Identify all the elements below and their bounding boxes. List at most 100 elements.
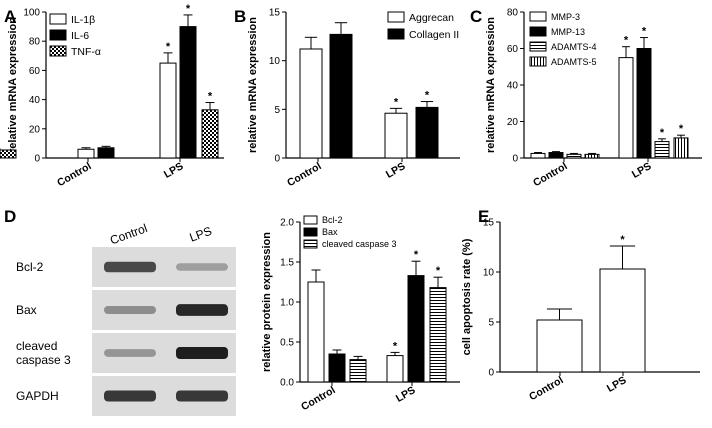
bar	[530, 152, 546, 159]
significance-label: *	[642, 26, 647, 38]
y-tick-label: 10	[269, 56, 281, 67]
legend-label: Bax	[322, 227, 338, 237]
bar	[328, 353, 346, 383]
significance-label: *	[186, 3, 191, 15]
legend-swatch	[303, 215, 318, 225]
legend-swatch	[303, 227, 318, 237]
y-axis-label: relative mRNA expression	[7, 17, 19, 153]
bar	[415, 106, 439, 159]
panel-label-b: B	[234, 7, 246, 26]
y-tick-label: 5	[488, 318, 494, 329]
blot-column-label: Control	[108, 221, 149, 247]
legend-swatch	[49, 13, 67, 25]
chart-b: 0 5 10 15 relative mRNA expression Control LPS…	[247, 8, 460, 189]
y-tick-label: 0	[488, 368, 494, 379]
y-tick-label: 0.0	[280, 378, 294, 389]
y-tick-label: 0	[274, 154, 280, 165]
legend-swatch	[387, 11, 405, 23]
legend-swatch	[49, 45, 67, 57]
blot-row-label: cleaved	[16, 339, 57, 353]
blot-column-label: LPS	[188, 224, 214, 245]
bar	[673, 137, 689, 159]
y-axis-label: relative protein expression	[261, 232, 273, 372]
blot-band	[176, 390, 228, 402]
significance-label: *	[624, 35, 629, 47]
bar	[307, 281, 325, 383]
legend-label: ADAMTS-4	[551, 42, 597, 52]
bar	[429, 287, 447, 383]
x-tick-label: LPS	[394, 384, 418, 405]
y-tick-label: 40	[29, 95, 41, 106]
legend-label: ADAMTS-5	[551, 57, 597, 67]
significance-label: *	[393, 340, 398, 352]
x-tick-label: LPS	[630, 160, 654, 181]
y-tick-label: 80	[29, 37, 41, 48]
blot-row-label: Bcl-2	[16, 260, 44, 274]
bar	[77, 148, 95, 159]
bar	[349, 359, 367, 383]
x-tick-label: Control	[55, 160, 93, 189]
bar	[384, 112, 408, 159]
legend-label: MMP-3	[551, 12, 580, 22]
significance-label: *	[394, 96, 399, 108]
legend-swatch	[529, 11, 547, 22]
y-axis-label: relative mRNA expression	[485, 17, 497, 153]
y-axis-label: relative mRNA expression	[247, 17, 259, 153]
bar	[566, 153, 582, 159]
blot-row-label: Bax	[16, 303, 37, 317]
chart-c: 0 20 40 60 80 relative mRNA expression Control…	[485, 8, 702, 189]
panel-label-d: D	[4, 207, 16, 226]
y-tick-label: 40	[507, 81, 519, 92]
legend-label: TNF-α	[71, 46, 101, 58]
x-tick-label: LPS	[605, 374, 629, 395]
legend-label: Bcl-2	[322, 215, 343, 225]
legend-label: cleaved caspase 3	[322, 239, 397, 249]
y-tick-label: 10	[483, 268, 495, 279]
bar	[636, 48, 652, 159]
chart-a: 0 20 40 60 80 100 relative mRNA expression Cont…	[0, 3, 224, 189]
legend-label: IL-1β	[71, 14, 95, 26]
bar	[407, 275, 425, 383]
y-tick-label: 0.5	[280, 338, 294, 349]
legend-label: Collagen II	[409, 29, 459, 41]
y-tick-label: 100	[23, 8, 40, 19]
bar	[329, 33, 353, 159]
legend-swatch	[529, 56, 547, 67]
significance-label: *	[620, 234, 625, 246]
y-axis-label: cell apoptosis rate (%)	[461, 238, 473, 355]
x-tick-label: Control	[285, 160, 323, 189]
bar	[299, 48, 323, 159]
blot-band	[104, 261, 156, 273]
bar	[386, 355, 404, 383]
bar	[179, 26, 197, 159]
bar	[654, 141, 670, 159]
y-tick-label: 60	[507, 44, 519, 55]
chart-d: 0.0 0.5 1.0 1.5 2.0 relative protein expressi…	[261, 215, 460, 413]
x-tick-label: LPS	[162, 160, 186, 181]
legend-label: IL-6	[71, 30, 89, 42]
bar	[159, 62, 177, 159]
y-tick-label: 20	[29, 124, 41, 135]
blot-row-label: caspase 3	[16, 353, 71, 367]
legend-label: MMP-13	[551, 27, 585, 37]
significance-label: *	[166, 41, 171, 53]
panel-label-c: C	[470, 7, 482, 26]
bar	[201, 109, 219, 159]
bar	[548, 152, 564, 159]
blot-band	[176, 304, 228, 316]
legend-swatch	[529, 41, 547, 52]
panel-label-a: A	[4, 7, 16, 26]
blot-band	[176, 347, 228, 359]
x-tick-label: Control	[527, 374, 565, 403]
y-tick-label: 20	[507, 117, 519, 128]
legend-swatch	[49, 29, 67, 41]
y-tick-label: 5	[274, 105, 280, 116]
x-tick-label: Control	[299, 384, 337, 413]
x-tick-label: Control	[531, 160, 569, 189]
significance-label: *	[679, 123, 684, 135]
y-tick-label: 15	[483, 218, 495, 229]
significance-label: *	[425, 90, 430, 102]
y-tick-label: 1.5	[280, 258, 294, 269]
